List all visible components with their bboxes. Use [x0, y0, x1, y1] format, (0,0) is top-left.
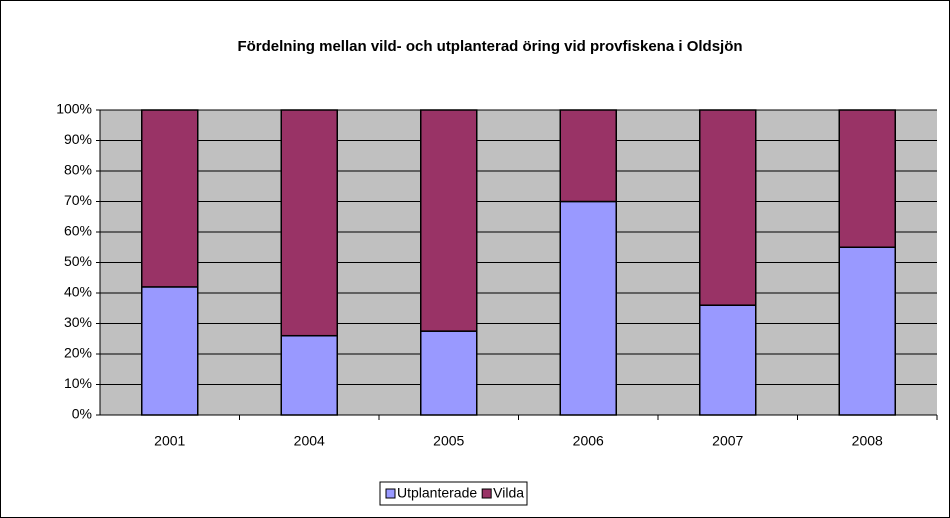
y-tick-label: 90%: [64, 131, 92, 147]
x-tick-label: 2005: [433, 433, 464, 449]
chart-title: Fördelning mellan vild- och utplanterad …: [237, 38, 742, 55]
x-tick-label: 2008: [852, 433, 883, 449]
bar-segment: [699, 304, 757, 416]
y-tick-label: 100%: [56, 101, 92, 117]
bar-segment: [141, 109, 199, 288]
x-tick-label: 2006: [573, 433, 604, 449]
bar-segment: [559, 200, 617, 416]
y-tick-label: 50%: [64, 253, 92, 269]
y-tick-label: 30%: [64, 314, 92, 330]
bar-segment: [420, 330, 478, 416]
bar-segment: [699, 109, 757, 306]
bar-segment: [838, 109, 896, 248]
y-tick-label: 80%: [64, 162, 92, 178]
y-tick-label: 70%: [64, 192, 92, 208]
y-tick-label: 10%: [64, 375, 92, 391]
bar-segment: [280, 334, 338, 416]
legend-box: [379, 481, 528, 506]
x-tick-label: 2004: [294, 433, 325, 449]
bar-segment: [141, 286, 199, 416]
y-tick-label: 60%: [64, 223, 92, 239]
legend-label: Vilda: [493, 485, 524, 501]
y-tick-label: 20%: [64, 345, 92, 361]
bar-segment: [559, 109, 617, 203]
y-tick-label: 40%: [64, 284, 92, 300]
legend-swatch: [385, 488, 396, 499]
y-tick-label: 0%: [72, 406, 92, 422]
legend-label: Utplanterade: [397, 485, 477, 501]
bar-segment: [838, 246, 896, 416]
x-tick-label: 2007: [712, 433, 743, 449]
bar-segment: [280, 109, 338, 337]
legend-swatch: [481, 488, 492, 499]
x-tick-label: 2001: [154, 433, 185, 449]
bar-segment: [420, 109, 478, 332]
